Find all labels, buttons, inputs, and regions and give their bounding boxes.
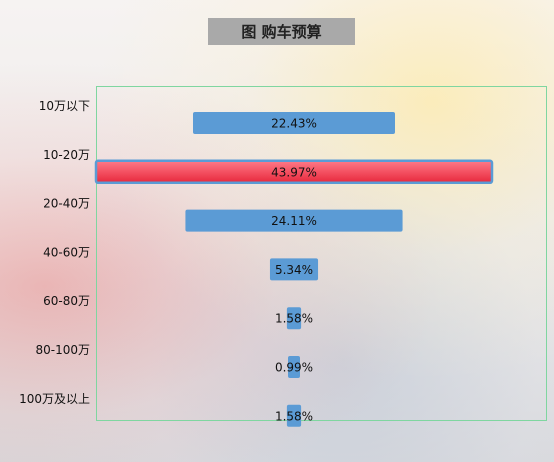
category-label-1: 10-20万	[43, 148, 90, 162]
bar-1	[94, 159, 494, 185]
value-label-4: 1.58%	[275, 312, 313, 326]
chart-title: 图 购车预算	[208, 18, 355, 45]
value-label-5: 0.99%	[275, 361, 313, 375]
bar-5	[288, 356, 300, 378]
category-label-5: 80-100万	[35, 343, 90, 357]
value-label-0: 22.43%	[271, 117, 317, 131]
value-label-6: 1.58%	[275, 409, 313, 423]
category-label-2: 20-40万	[43, 197, 90, 211]
bar-2	[185, 209, 403, 232]
bar-4	[286, 307, 302, 330]
plot-frame	[96, 86, 547, 421]
category-label-4: 60-80万	[43, 294, 90, 308]
category-label-3: 40-60万	[43, 245, 90, 259]
bar-0	[192, 112, 396, 134]
value-label-2: 24.11%	[271, 214, 317, 228]
value-label-1: 43.97%	[271, 165, 317, 179]
value-label-3: 5.34%	[275, 263, 313, 277]
bar-6	[286, 404, 302, 427]
category-label-6: 100万及以上	[19, 392, 90, 406]
category-label-0: 10万以下	[39, 99, 90, 113]
bar-3	[269, 258, 319, 281]
